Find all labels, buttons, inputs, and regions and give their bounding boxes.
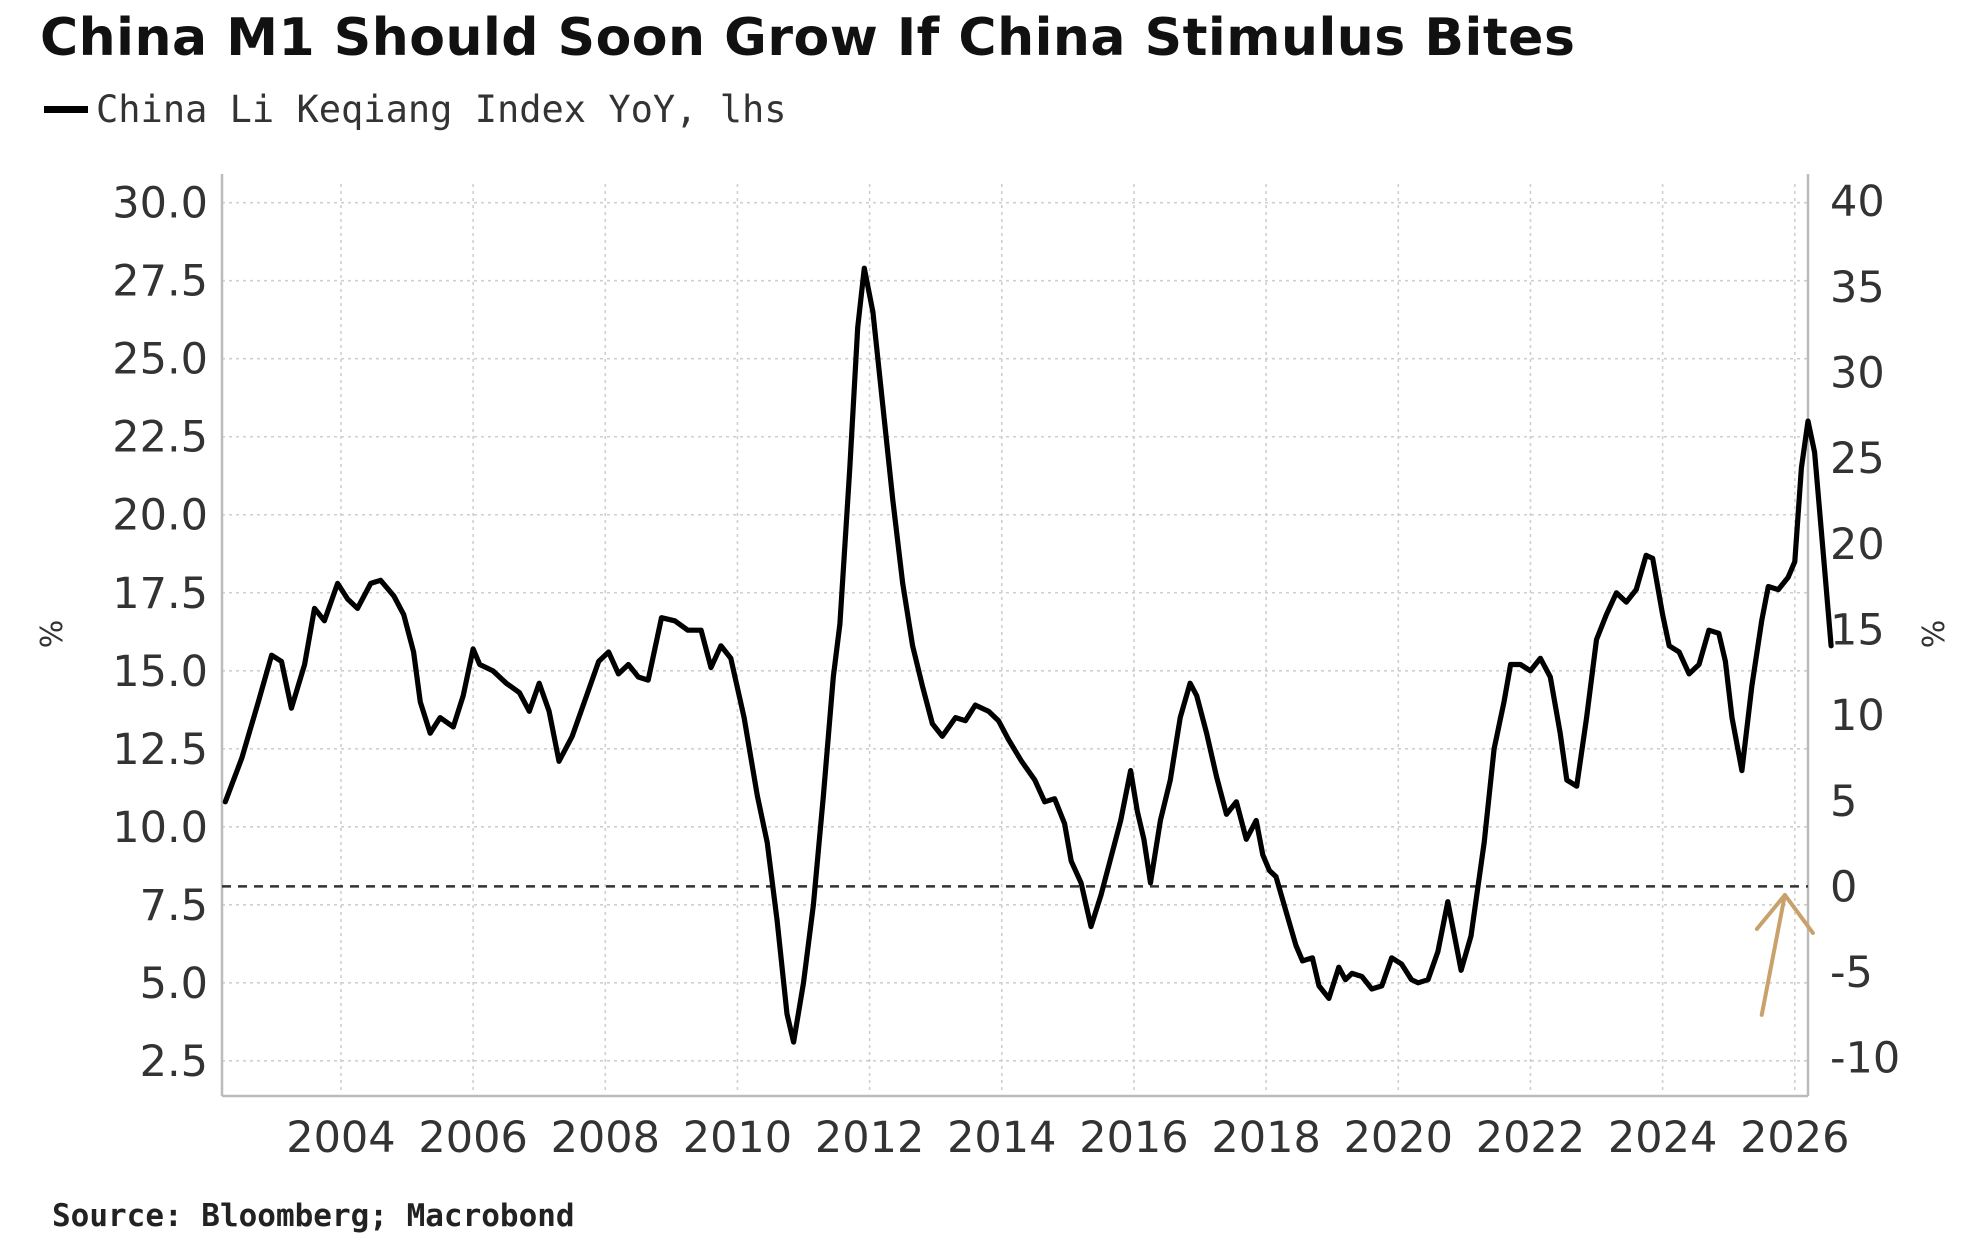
left-tick-label: 30.0 — [112, 179, 208, 229]
x-tick-label: 2018 — [1211, 1113, 1320, 1163]
x-tick-label: 2014 — [947, 1113, 1056, 1163]
right-tick-label: -10 — [1830, 1034, 1900, 1084]
right-unit-label: % — [1917, 620, 1952, 649]
legend-swatch — [44, 106, 88, 113]
series-line-li-keqiang — [222, 265, 1834, 1045]
x-tick-label: 2008 — [551, 1113, 660, 1163]
x-tick-label: 2016 — [1079, 1113, 1188, 1163]
left-tick-label: 20.0 — [112, 491, 208, 541]
left-tick-label: 7.5 — [140, 881, 208, 931]
x-tick-label: 2012 — [815, 1113, 924, 1163]
right-tick-label: 20 — [1830, 520, 1885, 570]
source-note: Source: Bloomberg; Macrobond — [52, 1198, 575, 1234]
x-tick-label: 2010 — [683, 1113, 792, 1163]
left-tick-label: 10.0 — [112, 803, 208, 853]
left-tick-label: 12.5 — [112, 725, 208, 775]
left-tick-label: 25.0 — [112, 335, 208, 385]
left-tick-label: 2.5 — [140, 1037, 208, 1087]
left-tick-label: 5.0 — [140, 959, 208, 1009]
left-tick-label: 15.0 — [112, 647, 208, 697]
right-tick-label: 15 — [1830, 605, 1885, 655]
grid-lines — [222, 184, 1808, 1092]
legend-label: China Li Keqiang Index YoY, lhs — [96, 88, 787, 131]
left-tick-label: 17.5 — [112, 569, 208, 619]
right-tick-label: 40 — [1830, 177, 1885, 227]
left-tick-label: 27.5 — [112, 257, 208, 307]
legend: China Li Keqiang Index YoY, lhs — [44, 88, 803, 131]
right-tick-label: 25 — [1830, 434, 1885, 484]
left-tick-label: 22.5 — [112, 413, 208, 463]
x-tick-label: 2024 — [1608, 1113, 1717, 1163]
right-tick-label: 5 — [1830, 777, 1857, 827]
right-tick-label: 30 — [1830, 348, 1885, 398]
right-tick-label: 35 — [1830, 263, 1885, 313]
x-tick-label: 2006 — [418, 1113, 527, 1163]
left-unit-label: % — [35, 620, 70, 649]
right-tick-label: -5 — [1830, 948, 1873, 998]
legend-item: China Li Keqiang Index YoY, lhs — [44, 88, 787, 131]
right-tick-label: 0 — [1830, 862, 1857, 912]
x-tick-label: 2022 — [1476, 1113, 1585, 1163]
x-tick-label: 2004 — [286, 1113, 395, 1163]
right-tick-label: 10 — [1830, 691, 1885, 741]
x-tick-label: 2020 — [1344, 1113, 1453, 1163]
chart-title: China M1 Should Soon Grow If China Stimu… — [40, 8, 1576, 68]
x-tick-label: 2026 — [1740, 1113, 1849, 1163]
arrow-shaft — [1759, 892, 1787, 1017]
arrow-head — [1754, 892, 1815, 935]
